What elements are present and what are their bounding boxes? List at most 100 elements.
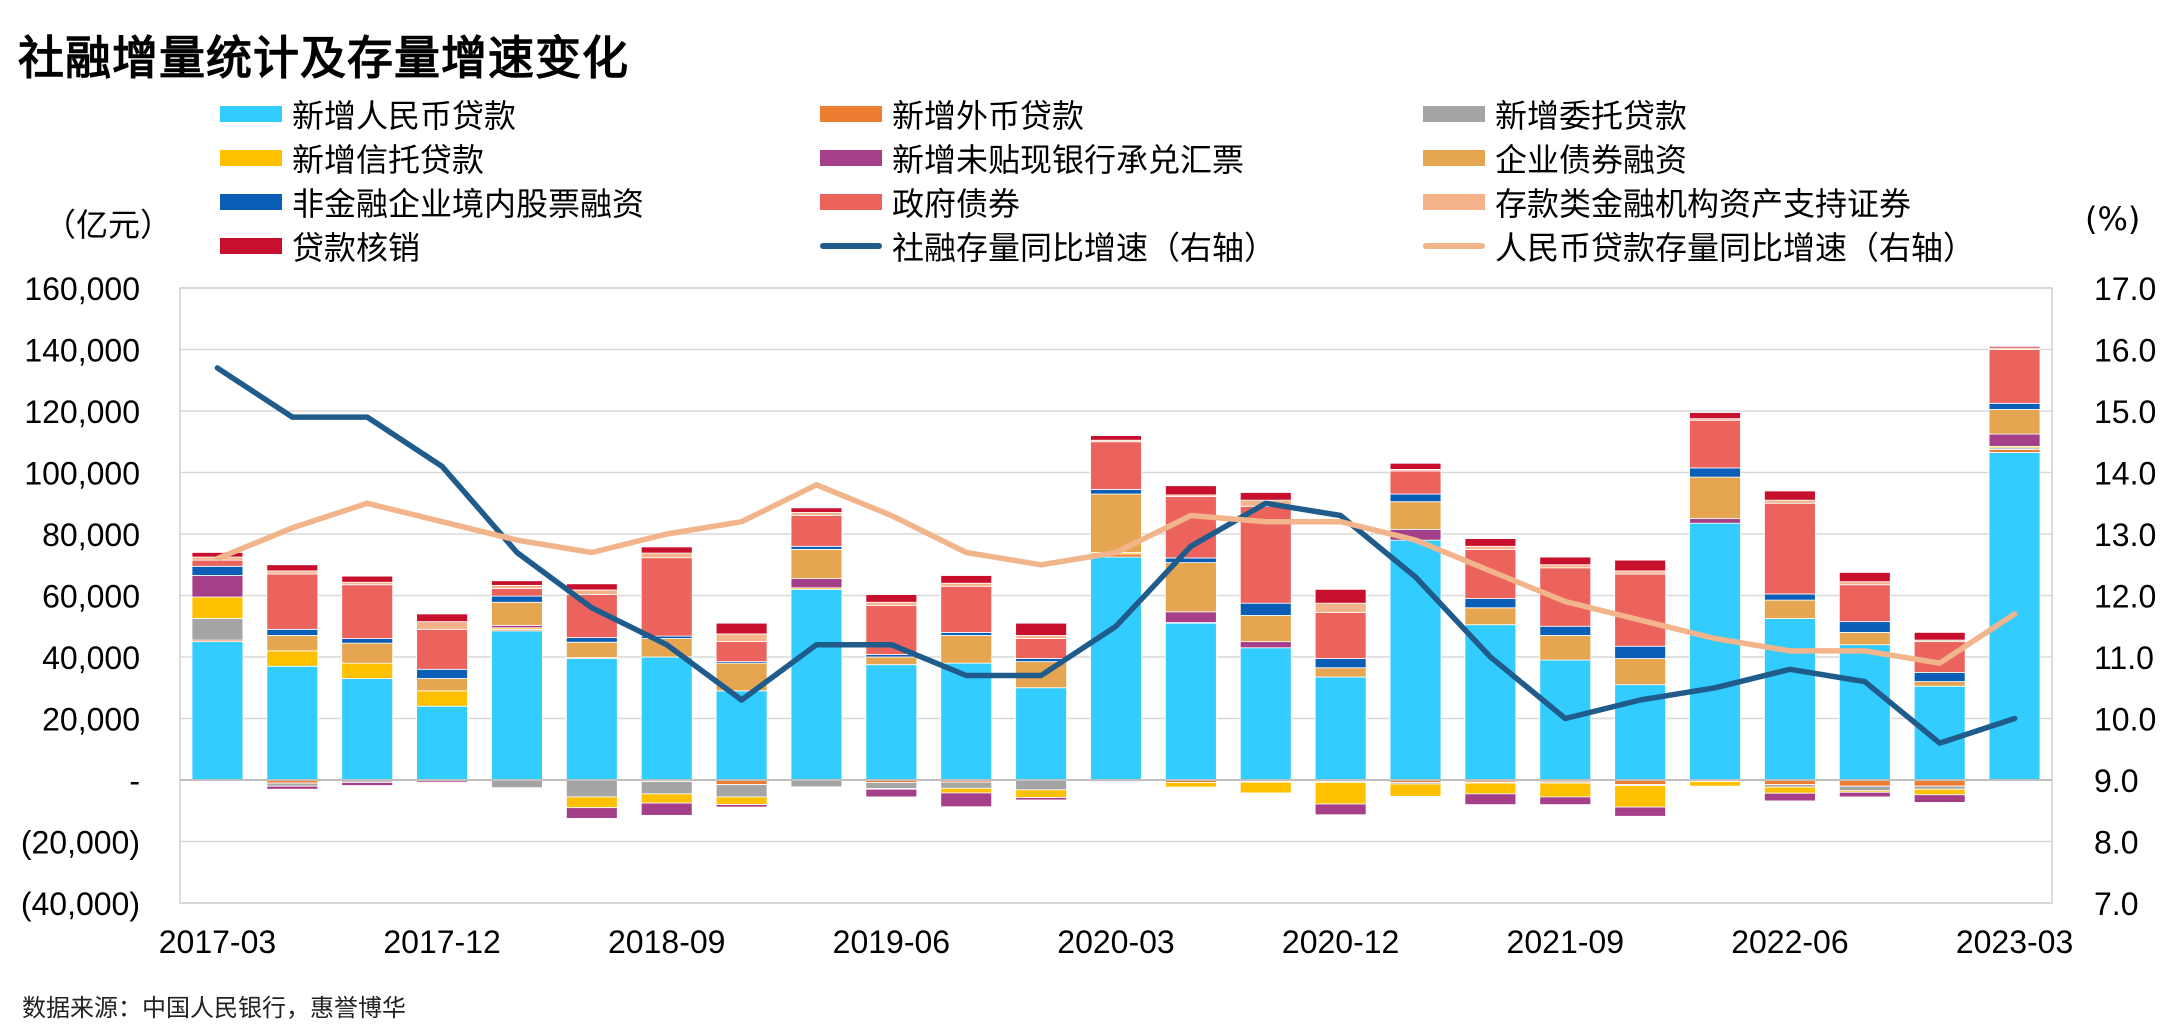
bar-segment — [565, 658, 618, 781]
bar-segment — [491, 630, 543, 781]
bar-segment — [940, 792, 993, 808]
bar-segment — [565, 807, 618, 819]
x-tick-label: 2022-06 — [1731, 924, 1848, 960]
x-tick-label: 2017-12 — [383, 924, 500, 960]
bar-segment — [1464, 793, 1517, 806]
bar-segment — [1314, 658, 1367, 669]
y-right-tick-label: 14.0 — [2094, 456, 2156, 492]
bar-segment — [1165, 782, 1217, 788]
data-source-note: 数据来源：中国人民银行，惠誉博华 — [22, 994, 406, 1022]
x-tick-label: 2017-03 — [159, 924, 276, 960]
bar-segment — [940, 582, 993, 587]
bar-segment — [790, 780, 843, 788]
legend-item: 人民币贷款存量同比增速（右轴） — [1423, 224, 1975, 268]
legend-swatch — [1423, 243, 1485, 249]
y-left-tick-label: 60,000 — [42, 579, 140, 615]
bar-segment — [1614, 806, 1667, 817]
bar-segment — [1314, 612, 1367, 659]
legend-swatch — [820, 194, 882, 210]
bar-segment — [715, 804, 768, 808]
bar-segment — [1464, 538, 1517, 547]
bar-segment — [1764, 792, 1816, 802]
x-tick-label: 2021-09 — [1507, 924, 1624, 960]
y-right-tick-label: 13.0 — [2094, 517, 2156, 553]
bar-segment — [1838, 791, 1891, 798]
legend-swatch — [220, 238, 282, 254]
bar-segment — [266, 665, 319, 781]
bar-segment — [416, 705, 468, 781]
legend-swatch — [820, 243, 882, 249]
bar-segment — [1015, 635, 1067, 639]
legend-swatch — [820, 106, 882, 122]
bar-segment — [640, 781, 693, 795]
bar-segment — [491, 588, 543, 597]
bar-segment — [790, 578, 843, 589]
y-left-tick-label: 100,000 — [24, 456, 140, 492]
bar-segment — [1389, 470, 1442, 495]
bar-segment — [1764, 618, 1816, 781]
bar-segment — [1913, 632, 1966, 641]
bar-segment — [1464, 548, 1517, 599]
bar-segment — [1764, 786, 1816, 794]
bar-segment — [191, 618, 244, 641]
bar-segment — [1838, 584, 1891, 623]
bar-segment — [191, 596, 244, 619]
bar-segment — [1314, 676, 1367, 781]
bar-segment — [266, 635, 319, 652]
bar-segment — [1539, 782, 1592, 798]
bar-segment — [1838, 632, 1891, 646]
bar-segment — [1090, 441, 1142, 490]
legend-label: 政府债券 — [892, 185, 1021, 223]
bar-segment — [1539, 635, 1592, 661]
bar-segment — [416, 628, 468, 670]
legend-swatch — [1423, 150, 1485, 166]
bar-segment — [640, 546, 693, 554]
bar-segment — [865, 656, 918, 666]
bar-segment — [1464, 598, 1517, 609]
bar-segment — [790, 588, 843, 781]
legend-swatch — [1423, 106, 1485, 122]
bar-segment — [640, 552, 693, 559]
bar-segment — [266, 650, 319, 667]
bar-segment — [1165, 622, 1217, 781]
y-left-tick-label: (20,000) — [21, 825, 140, 861]
y-left-tick-label: 80,000 — [42, 517, 140, 553]
x-tick-label: 2018-09 — [608, 924, 725, 960]
bar-segment — [940, 635, 993, 664]
bar-segment — [1015, 797, 1067, 801]
legend-label: 新增外币贷款 — [892, 97, 1085, 135]
bar-segment — [1913, 788, 1966, 796]
legend-label: 存款类金融机构资产支持证券 — [1495, 185, 1912, 223]
bar-segment — [1764, 502, 1816, 595]
bar-segment — [416, 621, 468, 630]
x-tick-label: 2020-12 — [1282, 924, 1399, 960]
bar-segment — [1689, 522, 1741, 781]
bar-segment — [565, 637, 618, 643]
bar-segment — [1764, 599, 1816, 619]
bar-segment — [1464, 607, 1517, 626]
bar-segment — [341, 678, 394, 781]
bar-segment — [865, 594, 918, 603]
line-series — [214, 365, 2018, 746]
bar-segment — [416, 690, 468, 707]
bar-segment — [565, 779, 618, 798]
bar-segment — [790, 545, 843, 550]
bar-segment — [416, 613, 468, 623]
bar-segment — [790, 515, 843, 547]
legend-label: 新增信托贷款 — [292, 141, 485, 179]
bar-segment — [1913, 685, 1966, 781]
bar-segment — [1239, 602, 1292, 616]
y-right-tick-label: 7.0 — [2094, 886, 2138, 922]
legend-label: 贷款核销 — [292, 229, 421, 267]
y-right-tick-label: 17.0 — [2094, 271, 2156, 307]
legend-swatch — [220, 150, 282, 166]
legend-item: 新增信托贷款 — [220, 136, 484, 180]
y-left-tick-label: 160,000 — [24, 271, 140, 307]
bar-segment — [1015, 789, 1067, 798]
x-tick-label: 2019-06 — [833, 924, 950, 960]
bar-segment — [1015, 687, 1067, 781]
legend-item: 存款类金融机构资产支持证券 — [1423, 180, 1911, 224]
bar-segment — [1539, 556, 1592, 566]
left-axis-unit: （亿元） — [44, 206, 173, 244]
y-right-tick-label: 11.0 — [2094, 640, 2154, 676]
